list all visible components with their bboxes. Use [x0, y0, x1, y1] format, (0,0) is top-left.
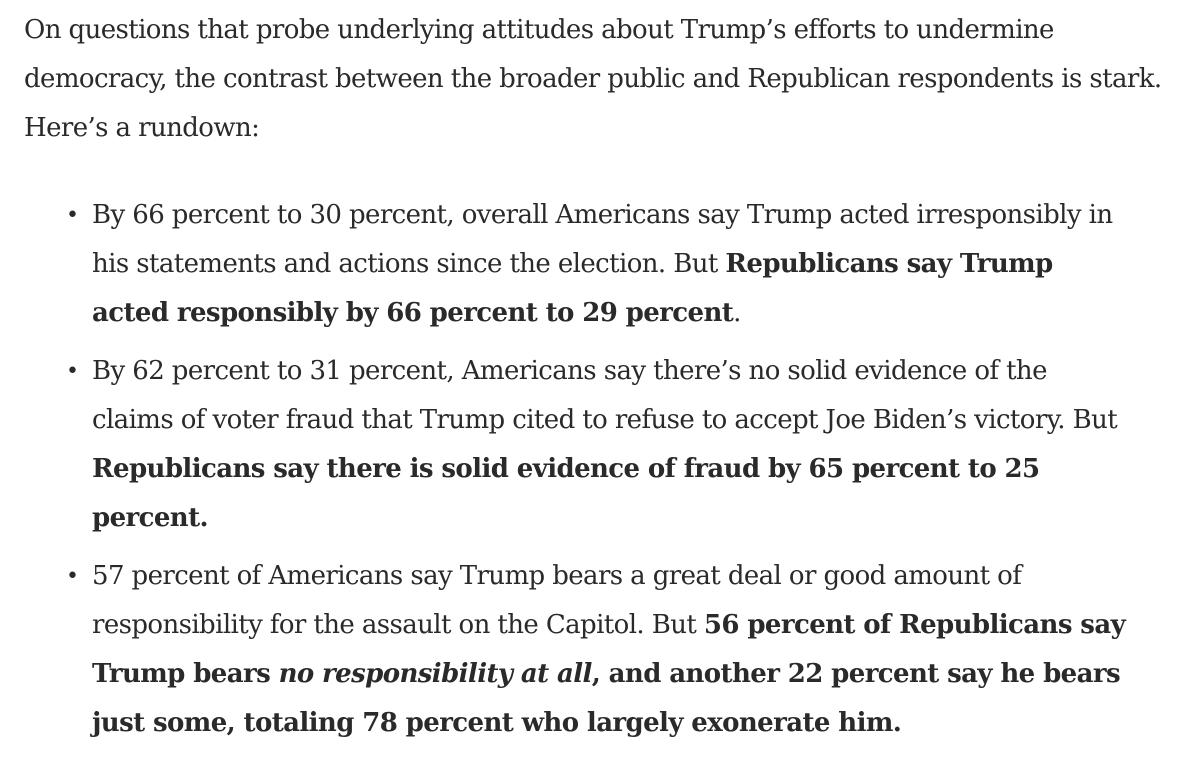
item-emphasis: 56 percent of Republicans say Trump bear…: [92, 610, 1126, 689]
item-emphasis-continued: , and another 22 percent say he bears ju…: [92, 659, 1121, 738]
item-emphasis: Republicans say there is solid evidence …: [92, 454, 1040, 533]
bullet-icon: •: [66, 564, 79, 589]
item-text: 57 percent of Americans say Trump bears …: [92, 561, 1022, 640]
item-text: By 66 percent to 30 percent, overall Ame…: [92, 200, 1113, 279]
item-tail: .: [733, 298, 741, 328]
item-emphasis-italic: no responsibility at all: [278, 659, 593, 689]
bullet-icon: •: [66, 203, 79, 228]
article-body: On questions that probe underlying attit…: [24, 0, 1184, 757]
list-item: • By 62 percent to 31 percent, Americans…: [66, 347, 1132, 543]
rundown-list: • By 66 percent to 30 percent, overall A…: [24, 191, 1184, 748]
list-item: • By 66 percent to 30 percent, overall A…: [66, 191, 1132, 338]
item-text: By 62 percent to 31 percent, Americans s…: [92, 356, 1118, 435]
list-item: • 57 percent of Americans say Trump bear…: [66, 552, 1132, 748]
bullet-icon: •: [66, 359, 79, 384]
item-emphasis: Republicans say Trump acted responsibly …: [92, 249, 1053, 328]
intro-paragraph: On questions that probe underlying attit…: [24, 15, 1162, 143]
